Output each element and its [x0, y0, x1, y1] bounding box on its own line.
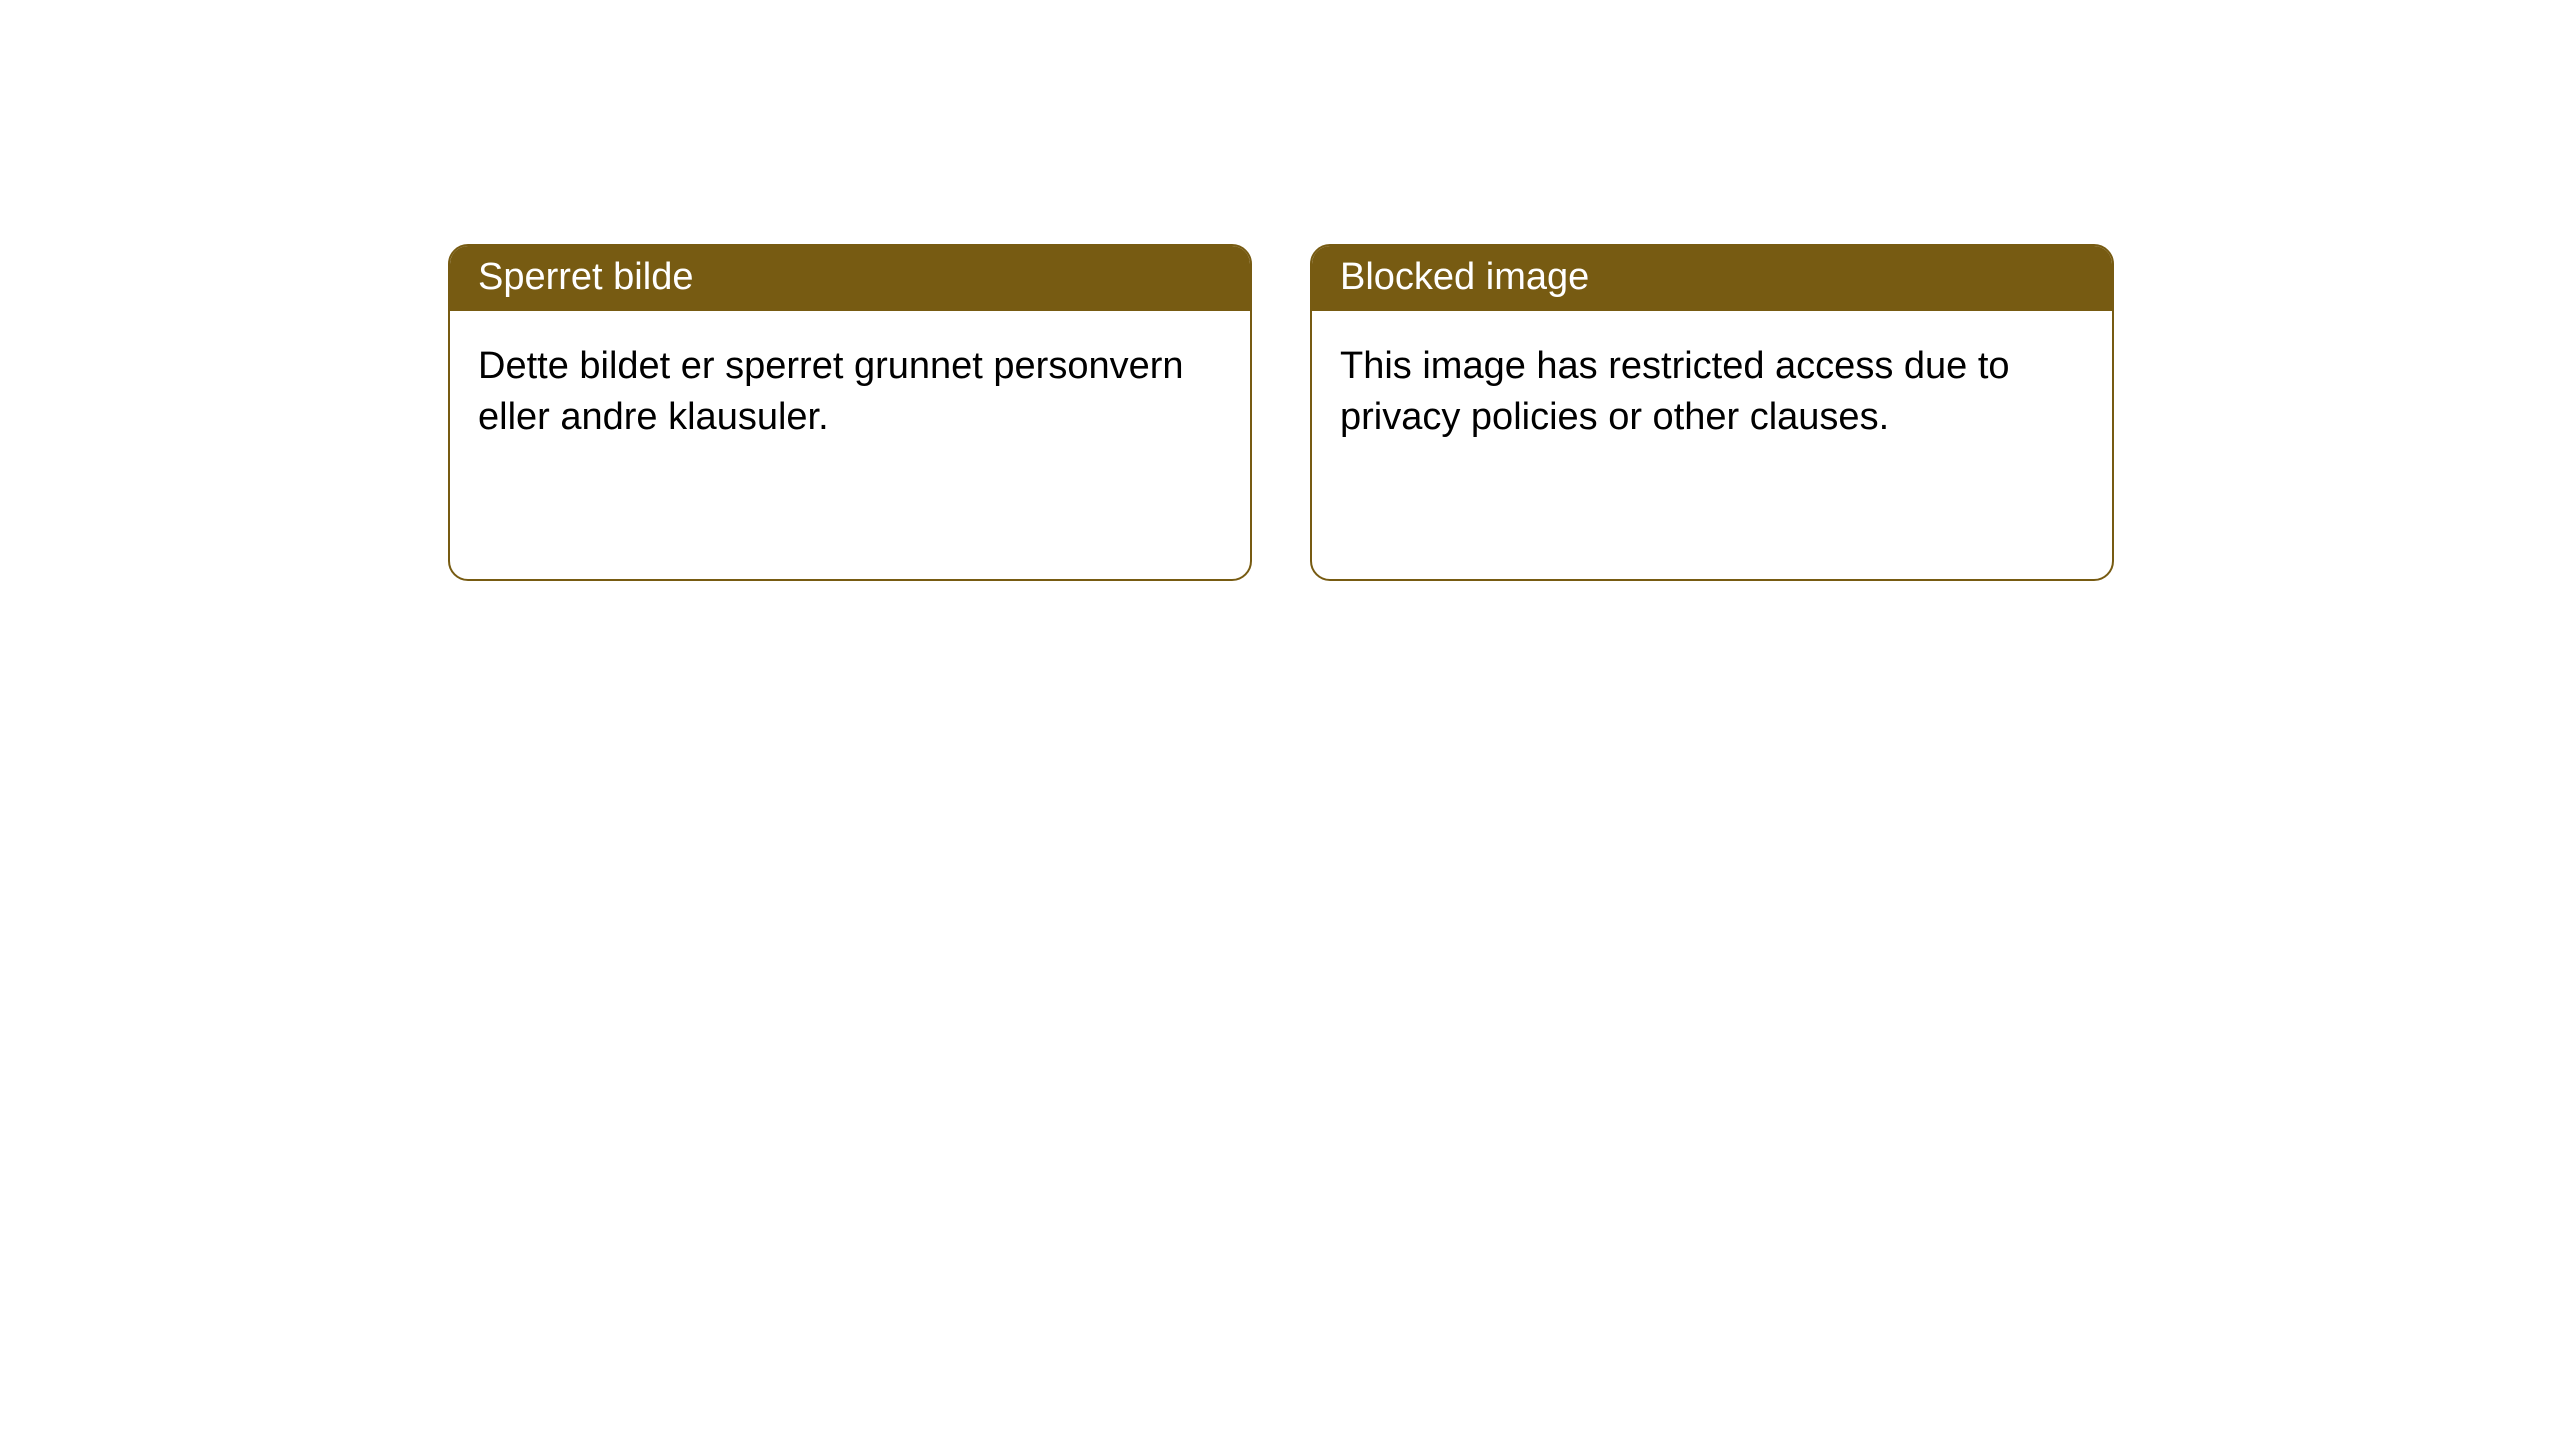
notice-body: This image has restricted access due to … [1312, 311, 2112, 579]
notice-body: Dette bildet er sperret grunnet personve… [450, 311, 1250, 579]
notice-card-norwegian: Sperret bilde Dette bildet er sperret gr… [448, 244, 1252, 581]
notice-container: Sperret bilde Dette bildet er sperret gr… [0, 0, 2560, 581]
notice-card-english: Blocked image This image has restricted … [1310, 244, 2114, 581]
notice-header: Blocked image [1312, 246, 2112, 311]
notice-header: Sperret bilde [450, 246, 1250, 311]
